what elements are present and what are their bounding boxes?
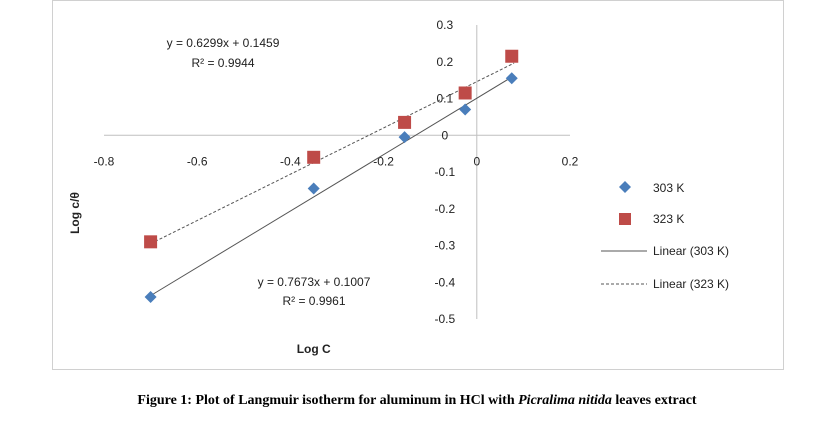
x-tick-label: -0.2	[373, 154, 394, 168]
r2-323k: R² = 0.9944	[191, 56, 254, 70]
y-tick-label: -0.2	[434, 202, 455, 216]
x-tick-label: 0.2	[562, 154, 579, 168]
legend-marker-303k	[619, 181, 631, 193]
trendline-303k	[150, 75, 515, 297]
x-tick-label: -0.8	[94, 154, 115, 168]
legend-label-linear-303k: Linear (303 K)	[653, 244, 729, 258]
y-axis-title: Log c/θ	[68, 192, 82, 234]
y-tick-label: -0.5	[434, 312, 455, 326]
y-tick-label: 0.3	[436, 18, 453, 32]
x-tick-label: -0.6	[187, 154, 208, 168]
r2-303k: R² = 0.9961	[282, 294, 345, 308]
y-tick-label: 0	[441, 128, 448, 142]
chart-area: -0.8 -0.6 -0.4 -0.2 0 0.2 0.3 0.2 0.1 0 -0.1 -0.2 -0…	[52, 0, 784, 370]
y-tick-label: 0.2	[436, 55, 453, 69]
data-point-303k	[307, 182, 320, 195]
trendline-323k	[150, 62, 515, 245]
langmuir-chart: -0.8 -0.6 -0.4 -0.2 0 0.2 0.3 0.2 0.1 0 -0.1 -0.2 -0…	[68, 18, 729, 356]
data-point-303k	[398, 131, 411, 144]
y-tick-label: -0.4	[434, 275, 455, 289]
equation-303k: y = 0.7673x + 0.1007	[258, 275, 371, 289]
legend-label-303k: 303 K	[653, 181, 684, 195]
caption-suffix: leaves extract	[611, 393, 697, 408]
y-tick-label: -0.1	[434, 165, 455, 179]
y-tick-label: -0.3	[434, 239, 455, 253]
x-tick-label: 0	[473, 154, 480, 168]
x-tick-label: -0.4	[280, 154, 301, 168]
data-point-323k	[505, 49, 519, 63]
caption-prefix: Figure 1: Plot of Langmuir isotherm for …	[137, 393, 519, 408]
data-point-323k	[458, 86, 472, 100]
data-point-323k	[398, 115, 412, 129]
y-tick-label: 0.1	[436, 92, 453, 106]
caption-italic: Picralima nitida	[518, 393, 612, 408]
equation-323k: y = 0.6299x + 0.1459	[167, 36, 280, 50]
x-axis-title: Log C	[297, 342, 331, 356]
data-point-303k	[459, 103, 472, 116]
data-point-303k	[505, 72, 518, 85]
figure-caption: Figure 1: Plot of Langmuir isotherm for …	[0, 393, 834, 409]
legend-marker-323k	[619, 213, 631, 225]
data-point-323k	[144, 235, 158, 249]
data-point-303k	[144, 290, 157, 303]
legend-label-linear-323k: Linear (323 K)	[653, 277, 729, 291]
data-point-323k	[307, 150, 321, 164]
legend-label-323k: 323 K	[653, 212, 684, 226]
